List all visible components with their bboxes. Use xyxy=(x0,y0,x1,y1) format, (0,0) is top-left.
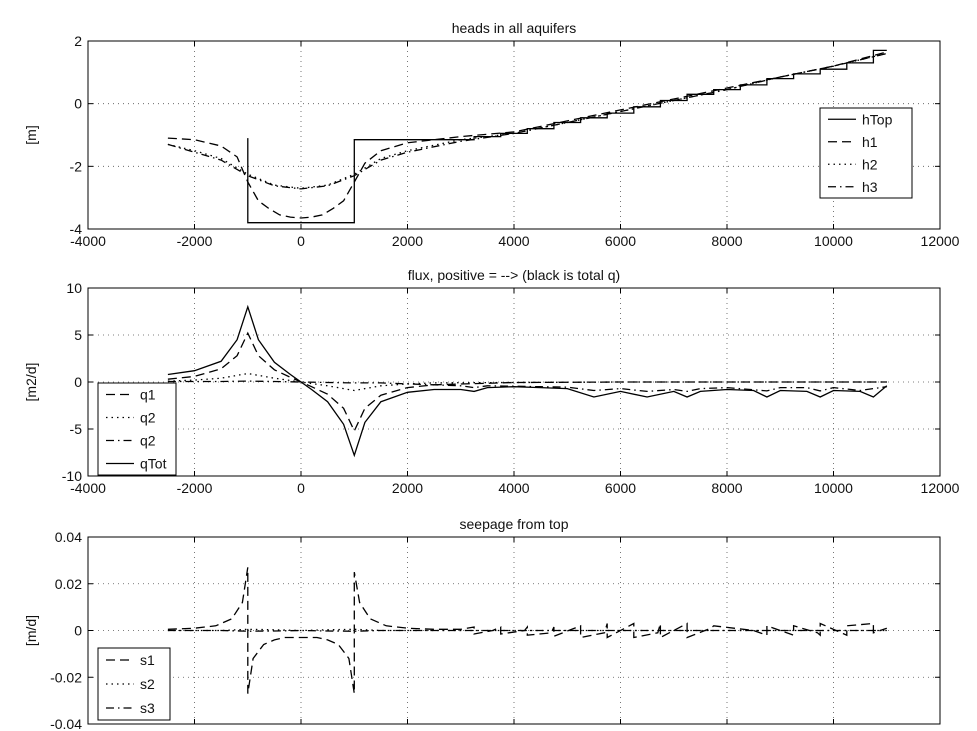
legend-label: q2 xyxy=(140,410,156,426)
legend-label: s3 xyxy=(140,700,155,716)
x-tick-label: 8000 xyxy=(711,480,742,496)
x-tick-label: -4000 xyxy=(70,480,106,496)
legend-label: h1 xyxy=(862,134,878,150)
legend-label: q2 xyxy=(140,433,156,449)
y-tick-label: 0.04 xyxy=(55,529,82,545)
y-tick-label: -5 xyxy=(70,421,83,437)
panel-3-ylabel: [m/d] xyxy=(23,615,39,646)
y-tick-label: 0.02 xyxy=(55,576,82,592)
legend-label: h3 xyxy=(862,179,878,195)
x-tick-label: 10000 xyxy=(814,480,853,496)
series-line-q2 xyxy=(167,380,887,393)
y-tick-label: 5 xyxy=(74,327,82,343)
series-line-h3 xyxy=(167,52,887,190)
y-tick-label: 0 xyxy=(74,623,82,639)
series-line-s3 xyxy=(167,629,887,632)
legend-label: q1 xyxy=(140,387,156,403)
series-line-s1 xyxy=(167,567,888,694)
axes-frame xyxy=(87,40,941,230)
y-tick-label: -2 xyxy=(70,158,83,174)
x-tick-label: -4000 xyxy=(70,233,106,249)
axes-frame xyxy=(87,536,941,725)
legend-label: h2 xyxy=(862,156,878,172)
x-tick-label: 4000 xyxy=(498,233,529,249)
x-tick-label: -2000 xyxy=(177,480,213,496)
panel-1-ylabel: [m] xyxy=(23,125,39,144)
y-tick-label: -10 xyxy=(62,468,82,484)
x-tick-label: -2000 xyxy=(177,233,213,249)
series-line-qtot xyxy=(167,304,888,458)
y-tick-label: -4 xyxy=(70,221,83,237)
x-tick-label: 8000 xyxy=(711,233,742,249)
y-tick-label: -0.02 xyxy=(50,669,82,685)
y-tick-label: -0.04 xyxy=(50,716,82,731)
axes-frame xyxy=(87,287,941,477)
y-tick-label: 0 xyxy=(74,96,82,112)
x-tick-label: 0 xyxy=(297,480,305,496)
x-tick-label: 6000 xyxy=(605,480,636,496)
y-tick-label: 2 xyxy=(74,33,82,49)
legend-label: qTot xyxy=(140,456,167,472)
y-tick-label: 0 xyxy=(74,374,82,390)
x-tick-label: 2000 xyxy=(392,480,423,496)
panel-2-ylabel: [m2/d] xyxy=(23,363,39,402)
legend-box xyxy=(97,382,177,476)
x-tick-label: 12000 xyxy=(921,233,960,249)
x-tick-label: 6000 xyxy=(605,233,636,249)
series-line-h2 xyxy=(167,52,887,189)
x-tick-label: 0 xyxy=(297,233,305,249)
panel-2-title: flux, positive = --> (black is total q) xyxy=(408,267,620,283)
panel-3-title: seepage from top xyxy=(460,516,569,532)
series-line-q2 xyxy=(167,372,887,392)
x-tick-label: 10000 xyxy=(814,233,853,249)
x-tick-label: 2000 xyxy=(392,233,423,249)
series-line-h1 xyxy=(167,51,887,219)
series-line-htop xyxy=(247,49,887,224)
legend-label: hTop xyxy=(862,111,893,127)
y-tick-label: 10 xyxy=(66,280,82,296)
x-tick-label: 12000 xyxy=(921,480,960,496)
legend-label: s1 xyxy=(140,652,155,668)
legend-label: s2 xyxy=(140,676,155,692)
x-tick-label: 4000 xyxy=(498,480,529,496)
legend-box xyxy=(819,107,913,199)
panel-1-title: heads in all aquifers xyxy=(452,20,577,36)
